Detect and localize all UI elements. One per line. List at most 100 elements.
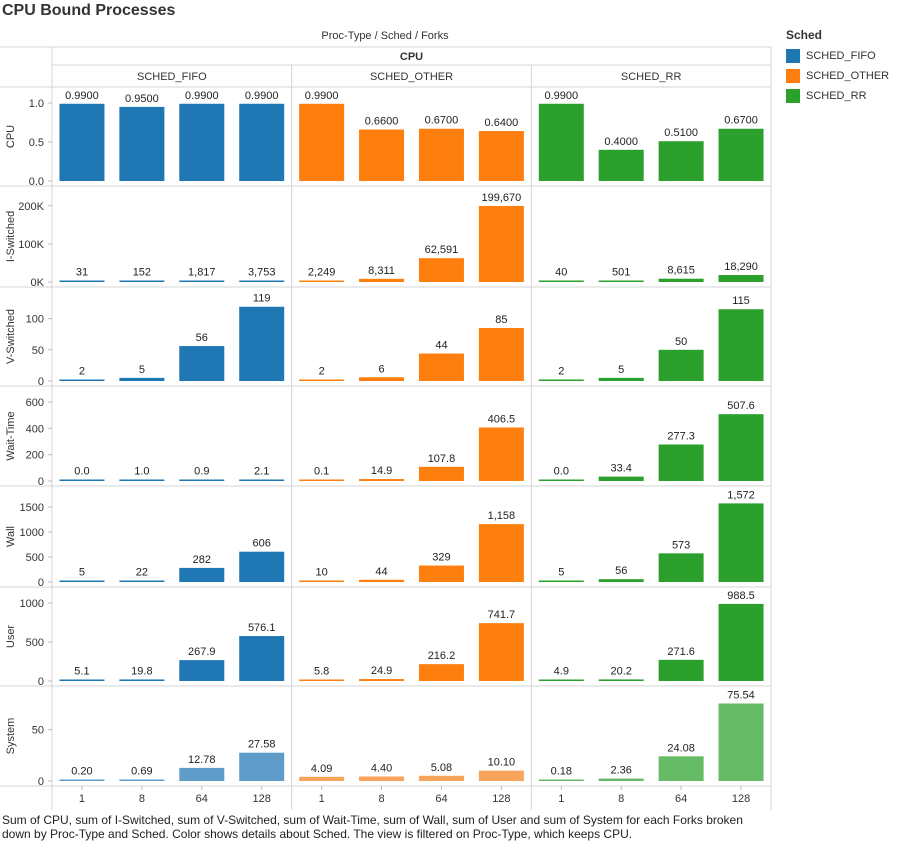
- data-label: 107.8: [428, 453, 456, 465]
- data-label: 0.9900: [185, 90, 219, 102]
- data-label: 0.20: [71, 766, 92, 778]
- bar-user-sched-fifo-8: [119, 679, 165, 681]
- bar-system-sched-other-128: [478, 770, 524, 781]
- data-label: 988.5: [727, 590, 755, 602]
- data-label: 573: [672, 539, 690, 551]
- bar-cpu-sched-rr-128: [718, 128, 764, 181]
- bar-i-switched-sched-fifo-1: [59, 280, 105, 282]
- bar-wall-sched-other-8: [359, 579, 405, 582]
- legend-item-sched-other[interactable]: SCHED_OTHER: [786, 66, 889, 86]
- bar-wait-time-sched-fifo-128: [239, 479, 285, 481]
- data-label: 10.10: [488, 757, 516, 769]
- legend-swatch: [786, 69, 800, 83]
- bar-system-sched-rr-1: [538, 779, 584, 781]
- legend-item-sched-rr[interactable]: SCHED_RR: [786, 86, 889, 106]
- data-label: 85: [495, 314, 507, 326]
- data-label: 282: [193, 554, 211, 566]
- bar-wait-time-sched-rr-64: [658, 444, 704, 481]
- bar-wall-sched-fifo-1: [59, 580, 105, 582]
- y-tick-label: 50: [32, 345, 44, 357]
- y-tick-label: 100: [26, 314, 44, 326]
- bar-wait-time-sched-rr-8: [598, 476, 644, 481]
- data-label: 40: [555, 267, 567, 279]
- legend-item-sched-fifo[interactable]: SCHED_FIFO: [786, 46, 889, 66]
- data-label: 576.1: [248, 622, 276, 634]
- legend-label: SCHED_RR: [806, 90, 867, 102]
- y-tick-label: 0: [38, 577, 44, 589]
- bar-v-switched-sched-other-1: [299, 379, 345, 381]
- data-label: 0.5100: [664, 127, 698, 139]
- bar-user-sched-rr-8: [598, 679, 644, 681]
- panel-header-sched-fifo: SCHED_FIFO: [137, 71, 207, 83]
- data-label: 115: [732, 295, 750, 307]
- bar-wall-sched-rr-128: [718, 503, 764, 582]
- y-tick-label: 0: [38, 776, 44, 788]
- bar-system-sched-rr-8: [598, 778, 644, 781]
- x-tick-label: 128: [492, 793, 510, 805]
- data-label: 4.09: [311, 763, 332, 775]
- x-tick-label: 128: [732, 793, 750, 805]
- bar-wall-sched-fifo-8: [119, 580, 165, 582]
- data-label: 33.4: [610, 463, 631, 475]
- y-tick-label: 0.0: [29, 176, 44, 188]
- chart-subtitle: Proc-Type / Sched / Forks: [321, 30, 449, 42]
- data-label: 1,158: [488, 510, 516, 522]
- bar-chart-grid: CPU SCHED_FIFO SCHED_OTHER SCHED_RR CPU 0.0 0.…: [0, 46, 772, 810]
- bar-cpu-sched-fifo-128: [239, 103, 285, 181]
- bar-wall-sched-rr-64: [658, 553, 704, 582]
- data-label: 50: [675, 336, 687, 348]
- data-label: 20.2: [610, 665, 631, 677]
- data-label: 4.9: [554, 666, 569, 678]
- bar-wait-time-sched-fifo-1: [59, 479, 105, 481]
- bar-system-sched-rr-64: [658, 756, 704, 781]
- data-label: 0.9500: [125, 93, 159, 105]
- panel-header-sched-rr: SCHED_RR: [621, 71, 682, 83]
- data-label: 4.40: [371, 762, 392, 774]
- bar-v-switched-sched-fifo-1: [59, 379, 105, 381]
- bar-wait-time-sched-other-128: [478, 427, 524, 481]
- data-label: 2.1: [254, 466, 269, 478]
- y-tick-label: 200K: [18, 201, 44, 213]
- x-tick-label: 1: [558, 793, 564, 805]
- data-label: 6: [378, 363, 384, 375]
- data-label: 1,817: [188, 267, 216, 279]
- bar-i-switched-sched-fifo-8: [119, 280, 165, 282]
- data-label: 2: [558, 366, 564, 378]
- y-tick-label: 1.0: [29, 98, 44, 110]
- data-label: 277.3: [667, 430, 695, 442]
- data-label: 75.54: [727, 689, 755, 701]
- y-tick-label: 500: [26, 552, 44, 564]
- bar-cpu-sched-rr-64: [658, 141, 704, 181]
- data-label: 2.36: [610, 765, 631, 777]
- bar-cpu-sched-other-64: [418, 128, 464, 181]
- row-title-wait-time: Wait-Time: [5, 411, 17, 460]
- data-label: 199,670: [481, 192, 521, 204]
- data-label: 0.0: [554, 466, 569, 478]
- data-label: 0.6400: [485, 117, 519, 129]
- data-label: 5.8: [314, 666, 329, 678]
- bar-user-sched-fifo-128: [239, 636, 285, 681]
- data-label: 152: [133, 267, 151, 279]
- bar-wall-sched-other-64: [418, 565, 464, 582]
- x-tick-label: 8: [139, 793, 145, 805]
- bar-i-switched-sched-other-128: [478, 205, 524, 282]
- data-label: 0.1: [314, 466, 329, 478]
- data-label: 5: [79, 567, 85, 579]
- data-label: 406.5: [488, 413, 516, 425]
- bar-wait-time-sched-other-8: [359, 479, 405, 481]
- row-title-wall: Wall: [5, 526, 17, 547]
- data-label: 1.0: [134, 466, 149, 478]
- bar-wait-time-sched-other-64: [418, 466, 464, 481]
- legend-swatch: [786, 49, 800, 63]
- y-tick-label: 0: [38, 376, 44, 388]
- bar-wall-sched-rr-8: [598, 579, 644, 582]
- data-label: 2: [79, 366, 85, 378]
- data-label: 31: [76, 267, 88, 279]
- y-tick-label: 1000: [20, 527, 44, 539]
- bar-system-sched-fifo-128: [239, 752, 285, 781]
- legend-title: Sched: [786, 28, 823, 42]
- data-label: 19.8: [131, 665, 152, 677]
- legend: Sched SCHED_FIFO SCHED_OTHER SCHED_RR: [786, 28, 889, 106]
- bar-i-switched-sched-rr-1: [538, 280, 584, 282]
- bar-i-switched-sched-other-64: [418, 258, 464, 282]
